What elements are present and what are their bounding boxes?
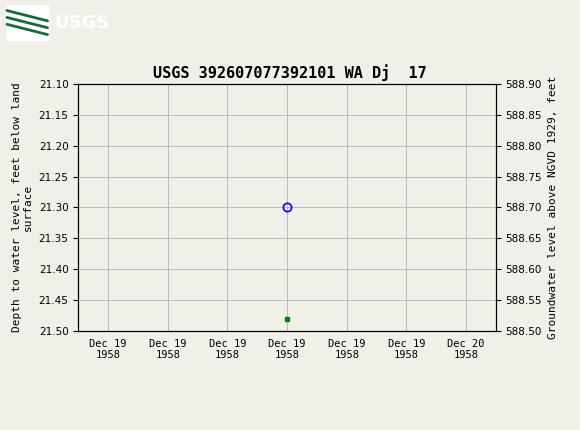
- Text: USGS 392607077392101 WA Dj  17: USGS 392607077392101 WA Dj 17: [153, 64, 427, 81]
- Y-axis label: Depth to water level, feet below land
surface: Depth to water level, feet below land su…: [12, 83, 33, 332]
- Y-axis label: Groundwater level above NGVD 1929, feet: Groundwater level above NGVD 1929, feet: [548, 76, 558, 339]
- Bar: [7, 6, 48, 40]
- Text: USGS: USGS: [55, 14, 110, 31]
